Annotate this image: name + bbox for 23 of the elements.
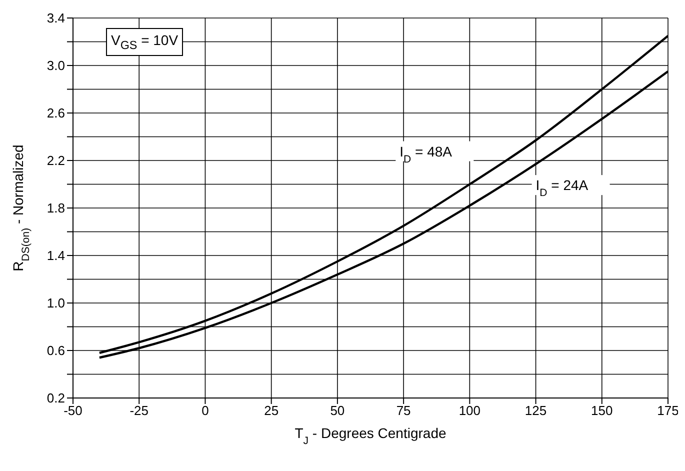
x-tick-label: 100 xyxy=(458,403,481,418)
x-tick-label: -25 xyxy=(130,403,149,418)
series-label: I$_{D}$ = 48A xyxy=(400,143,453,166)
x-tick-label: 175 xyxy=(657,403,679,418)
y-tick-label: 2.2 xyxy=(46,153,65,168)
y-tick-label: 1.4 xyxy=(46,248,65,264)
x-tick-label: 125 xyxy=(524,403,547,418)
x-axis-title: T$_{J}$ - Degrees Centigrade xyxy=(294,425,446,447)
x-tick-label: 25 xyxy=(264,403,279,418)
x-tick-label: 0 xyxy=(202,403,209,418)
y-tick-label: 1.8 xyxy=(46,200,65,216)
x-tick-label: 50 xyxy=(330,403,345,418)
annotation: V$_{GS}$ = 10V xyxy=(106,28,184,56)
series-label: I$_{D}$ = 24A xyxy=(536,177,589,200)
y-tick-label: 0.6 xyxy=(46,343,65,358)
x-tick-label: -50 xyxy=(64,403,82,418)
y-tick-label: 2.6 xyxy=(46,106,65,121)
y-tick-label: 0.2 xyxy=(46,390,65,406)
y-tick-label: 3.4 xyxy=(46,10,65,26)
x-tick-label: 150 xyxy=(591,403,613,418)
y-tick-label: 3.0 xyxy=(46,58,65,74)
y-tick-label: 1.0 xyxy=(46,296,65,311)
x-tick-label: 75 xyxy=(396,403,411,418)
